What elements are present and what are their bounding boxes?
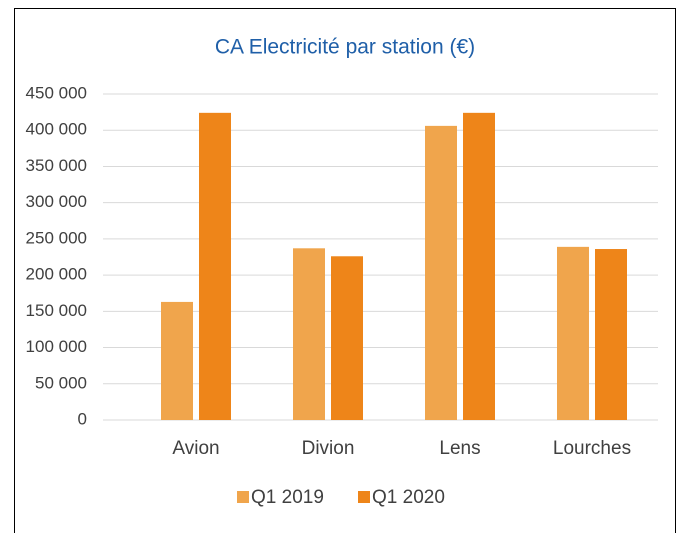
bar bbox=[595, 249, 627, 420]
bar bbox=[161, 301, 193, 420]
bar bbox=[199, 112, 231, 420]
legend-label: Q1 2020 bbox=[372, 487, 445, 508]
legend-label: Q1 2019 bbox=[251, 487, 324, 508]
y-tick-label: 350 000 bbox=[26, 156, 87, 175]
x-tick-label: Lourches bbox=[553, 438, 631, 459]
bar bbox=[425, 125, 457, 421]
chart-border bbox=[14, 8, 676, 533]
bar bbox=[331, 256, 363, 420]
bar bbox=[463, 112, 495, 420]
y-tick-label: 0 bbox=[78, 409, 87, 428]
y-tick-label: 50 000 bbox=[35, 373, 87, 392]
chart-title: CA Electricité par station (€) bbox=[215, 36, 475, 59]
x-tick-label: Avion bbox=[172, 438, 219, 459]
y-tick-label: 150 000 bbox=[26, 301, 87, 320]
y-tick-label: 100 000 bbox=[26, 337, 87, 356]
y-tick-label: 200 000 bbox=[26, 265, 87, 284]
y-tick-label: 250 000 bbox=[26, 228, 87, 247]
bar bbox=[557, 246, 589, 420]
y-tick-label: 450 000 bbox=[26, 83, 87, 102]
y-tick-label: 400 000 bbox=[26, 120, 87, 139]
legend-swatch bbox=[358, 491, 370, 503]
legend-swatch bbox=[237, 491, 249, 503]
bar bbox=[293, 248, 325, 420]
x-tick-label: Lens bbox=[439, 438, 480, 459]
y-tick-label: 300 000 bbox=[26, 192, 87, 211]
x-tick-label: Divion bbox=[302, 438, 355, 459]
